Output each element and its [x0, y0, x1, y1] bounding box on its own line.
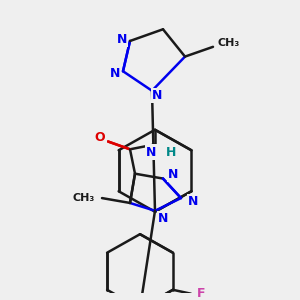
Text: N: N — [146, 146, 156, 159]
Text: N: N — [152, 89, 162, 102]
Text: CH₃: CH₃ — [73, 193, 95, 203]
Text: H: H — [166, 146, 176, 159]
Text: O: O — [95, 131, 105, 144]
Text: N: N — [158, 212, 168, 225]
Text: N: N — [188, 196, 198, 208]
Text: N: N — [117, 32, 127, 46]
Text: F: F — [197, 287, 205, 300]
Text: N: N — [110, 67, 120, 80]
Text: CH₃: CH₃ — [218, 38, 240, 48]
Text: N: N — [168, 168, 178, 181]
